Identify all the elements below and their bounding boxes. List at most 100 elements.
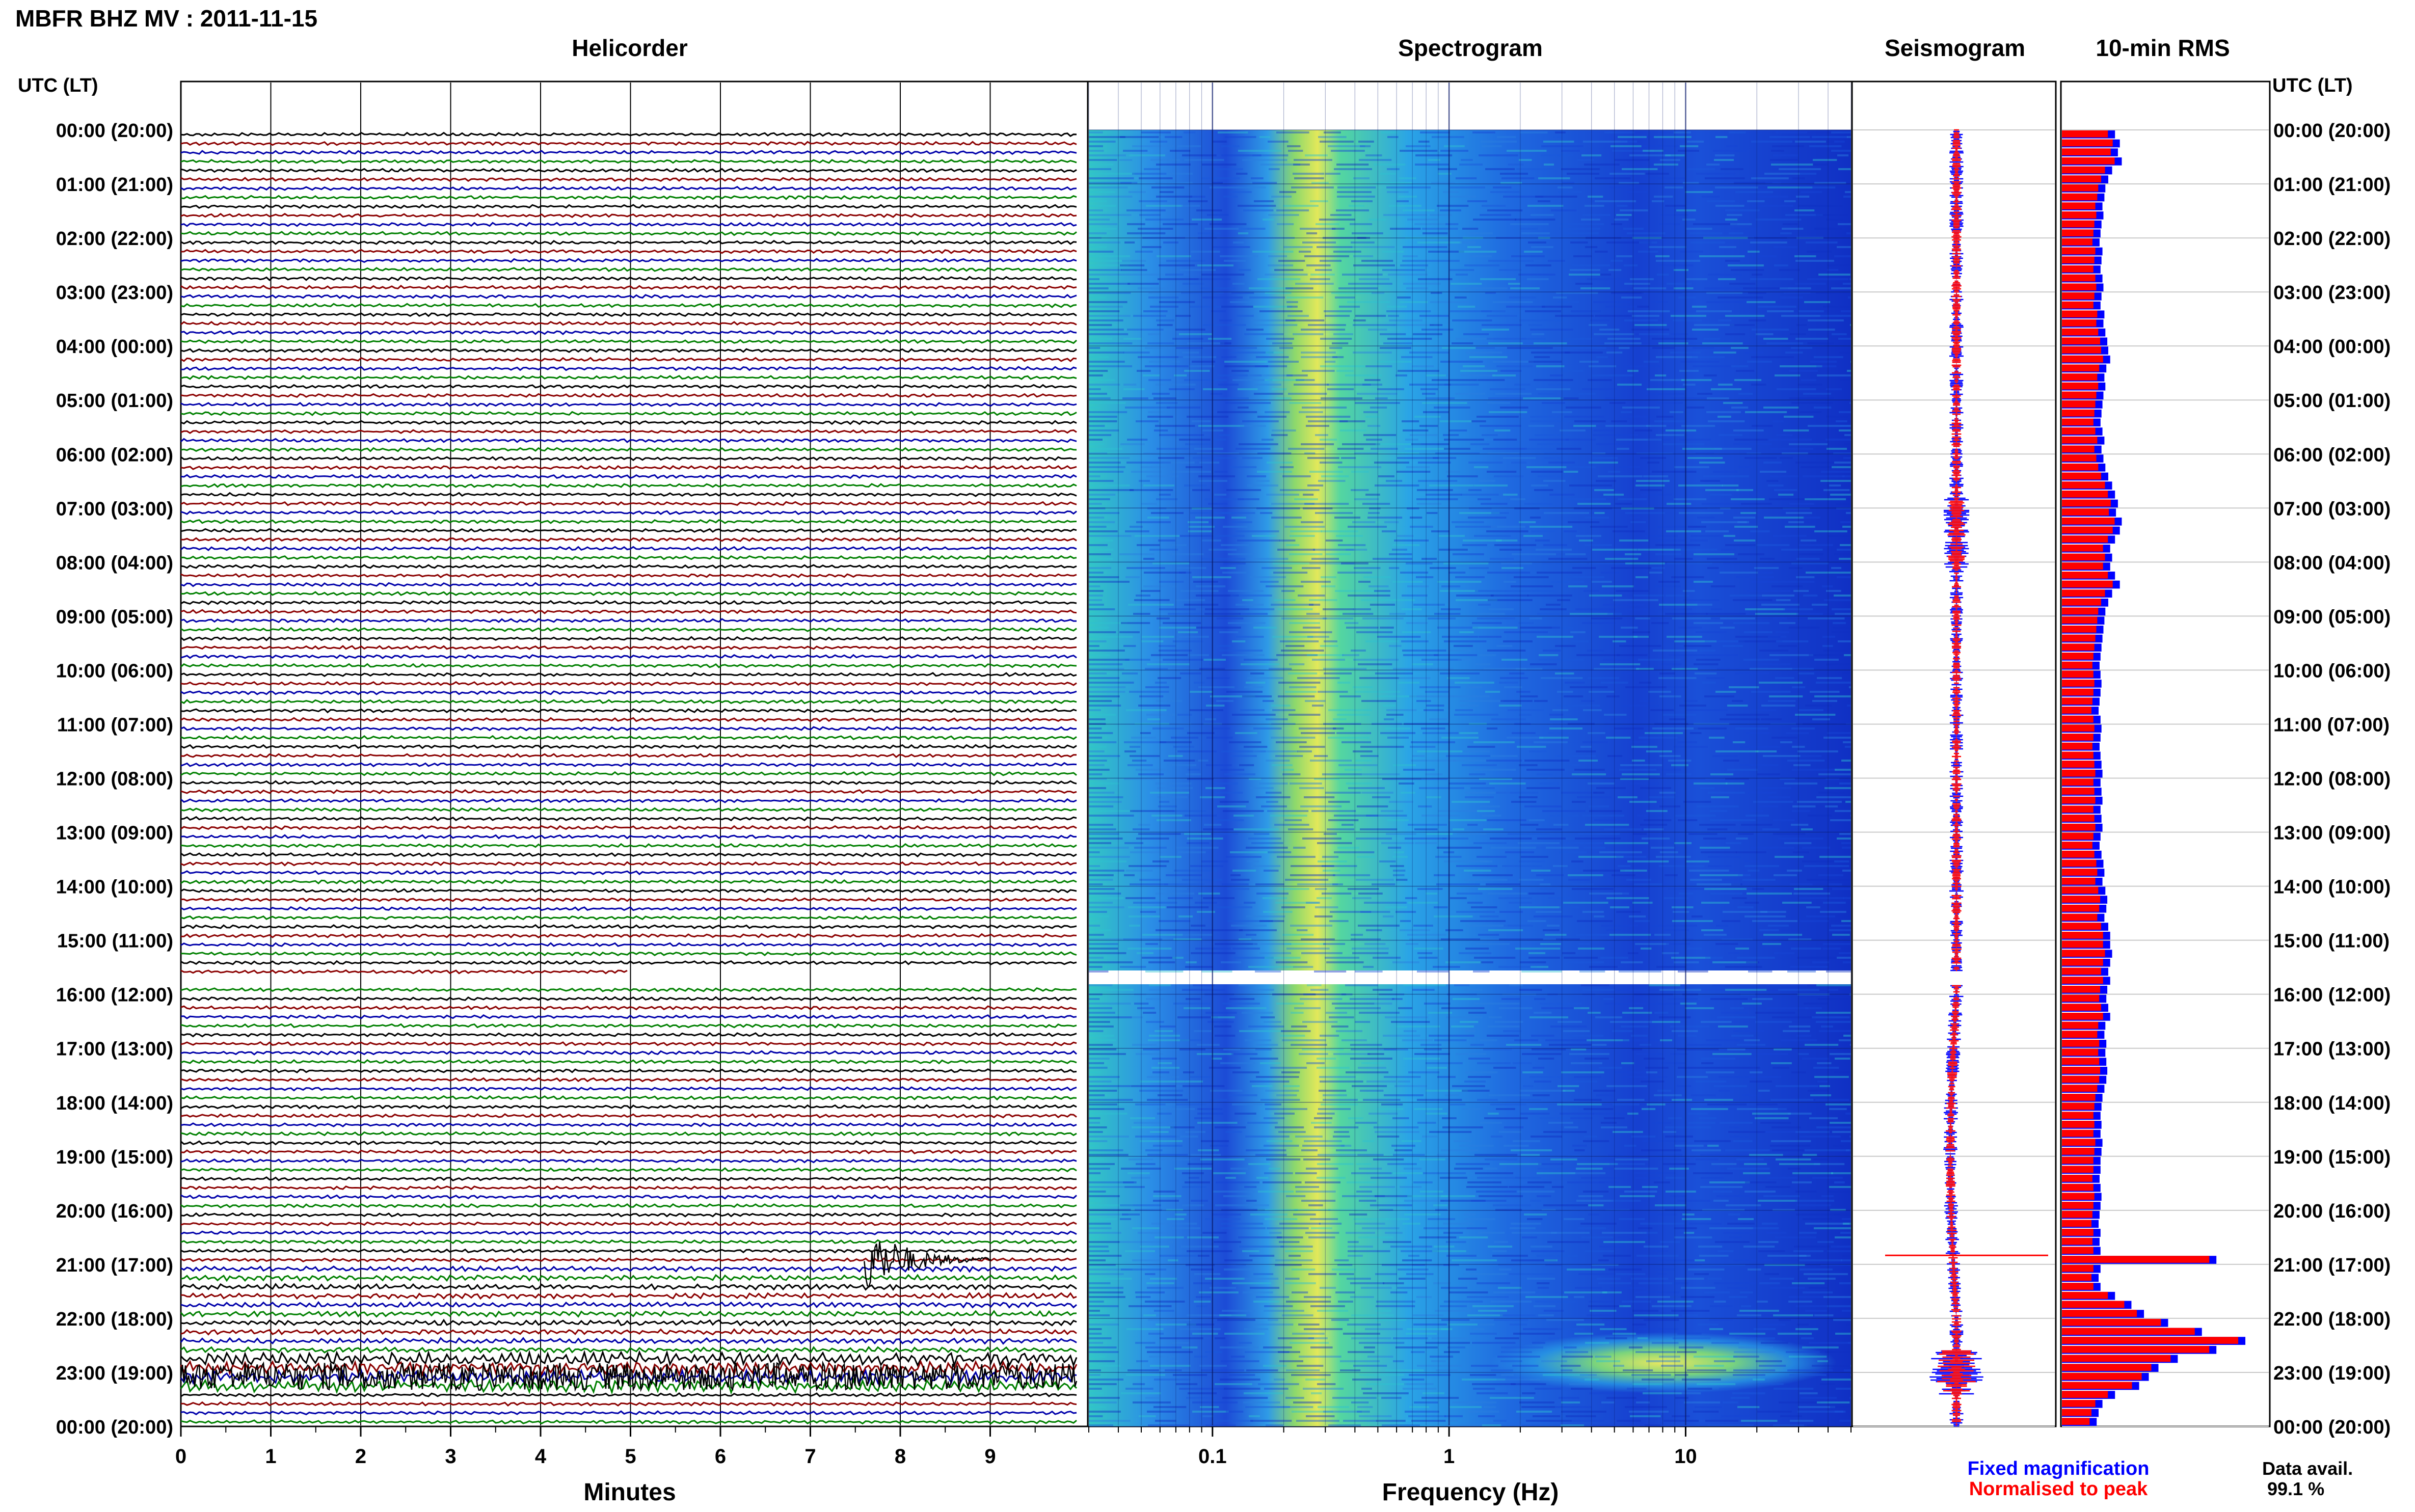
hour-label-left: 00:00 (20:00)	[56, 1417, 173, 1438]
spectrogram-noise-cell	[1666, 773, 1691, 775]
spectrogram-noise-cell	[1374, 1126, 1418, 1128]
spectrogram-noise-cell	[1630, 1415, 1661, 1417]
spectrogram-noise-cell	[1734, 1351, 1775, 1353]
spectrogram-noise-cell	[1533, 1094, 1550, 1096]
spectrogram-noise-cell	[1214, 1025, 1231, 1028]
spectrogram-noise-cell	[1837, 1048, 1851, 1050]
spectrogram-noise-cell	[1519, 590, 1555, 592]
spectrogram-noise-cell	[1266, 760, 1290, 762]
spectrogram-noise-cell	[1464, 1213, 1476, 1216]
spectrogram-noise-cell	[1089, 1035, 1114, 1037]
spectrogram-noise-cell	[1555, 645, 1576, 647]
spectrogram-noise-cell	[1530, 617, 1542, 619]
spectrogram-noise-cell	[1230, 191, 1252, 193]
spectrogram-noise-cell	[1581, 1236, 1613, 1238]
spectrogram-noise-cell	[1434, 654, 1477, 656]
spectrogram-noise-cell	[1089, 902, 1113, 904]
spectrogram-noise-cell	[1196, 627, 1241, 629]
spectrogram-noise-cell	[1645, 732, 1683, 734]
spectrogram-noise-cell	[1498, 897, 1532, 899]
spectrogram-noise-cell	[1718, 296, 1763, 299]
spectrogram-noise-cell	[1145, 365, 1189, 367]
spectrogram-noise-cell	[1168, 897, 1193, 899]
spectrogram-noise-cell	[1845, 191, 1851, 193]
spectrogram-noise-cell	[1759, 929, 1779, 931]
spectrogram-noise-cell	[1520, 695, 1538, 697]
spectrogram-noise-cell	[1279, 347, 1293, 349]
spectrogram-noise-cell	[1573, 425, 1596, 427]
spectrogram-noise-cell	[1588, 732, 1605, 734]
spectrogram-noise-cell	[1289, 686, 1317, 688]
spectrogram-noise-cell	[1125, 659, 1150, 661]
spectrogram-noise-cell	[1278, 608, 1313, 610]
spectrogram-noise-cell	[1390, 865, 1404, 867]
spectrogram-noise-cell	[1709, 1328, 1723, 1330]
spectrogram-noise-cell	[1089, 1324, 1119, 1326]
spectrogram-noise-cell	[1214, 1241, 1241, 1243]
spectrogram-noise-cell	[1548, 1337, 1559, 1339]
rms-bar-normalised	[2062, 1049, 2098, 1056]
spectrogram-noise-cell	[1357, 805, 1388, 807]
rms-bar-normalised	[2062, 1094, 2096, 1101]
spectrogram-noise-cell	[1222, 1003, 1260, 1005]
spectrogram-noise-cell	[1336, 209, 1369, 211]
spectrogram-noise-cell	[1324, 672, 1352, 674]
spectrogram-noise-cell	[1738, 1346, 1773, 1348]
spectrogram-noise-cell	[1655, 539, 1685, 542]
spectrogram-noise-cell	[1809, 1342, 1851, 1344]
spectrogram-noise-cell	[1485, 1168, 1497, 1170]
spectrogram-noise-cell	[1728, 952, 1739, 954]
spectrogram-noise-cell	[1838, 168, 1851, 170]
spectrogram-noise-cell	[1133, 613, 1150, 615]
spectrogram-noise-cell	[1802, 860, 1840, 862]
spectrogram-noise-cell	[1361, 1062, 1384, 1064]
spectrogram-noise-cell	[1558, 1021, 1582, 1023]
spectrogram-noise-cell	[1264, 1021, 1281, 1023]
spectrogram-noise-cell	[1416, 498, 1458, 500]
spectrogram-noise-cell	[1193, 457, 1237, 459]
spectrogram-noise-cell	[1459, 1236, 1488, 1238]
spectrogram-noise-cell	[1619, 466, 1640, 468]
spectrogram-noise-cell	[1372, 883, 1395, 885]
spectrogram-noise-cell	[1702, 682, 1716, 684]
spectrogram-noise-cell	[1454, 645, 1473, 647]
spectrogram-noise-cell	[1492, 374, 1516, 376]
spectrogram-noise-cell	[1703, 838, 1726, 840]
spectrogram-noise-cell	[1636, 1401, 1650, 1403]
spectrogram-noise-cell	[1089, 668, 1124, 670]
spectrogram-noise-cell	[1574, 1333, 1593, 1335]
spectrogram-noise-cell	[1417, 1122, 1436, 1124]
spectrogram-noise-cell	[1652, 1021, 1680, 1023]
spectrogram-noise-cell	[1562, 952, 1575, 954]
spectrogram-noise-cell	[1386, 714, 1404, 716]
spectrogram-noise-cell	[1512, 1232, 1557, 1234]
spectrogram-noise-cell	[1089, 1360, 1115, 1362]
spectrogram-noise-cell	[1188, 521, 1209, 523]
spectrogram-noise-cell	[1661, 1365, 1683, 1367]
spectrogram-noise-cell	[1089, 526, 1107, 528]
spectrogram-noise-cell	[1843, 283, 1851, 285]
spectrogram-noise-cell	[1489, 1016, 1502, 1018]
spectrogram-noise-cell	[1163, 622, 1201, 624]
spectrogram-noise-cell	[1760, 471, 1786, 473]
spectrogram-noise-cell	[1126, 154, 1165, 156]
spectrogram-noise-cell	[1238, 407, 1249, 409]
rms-bar-normalised	[2062, 1400, 2096, 1407]
spectrogram-noise-cell	[1221, 961, 1241, 963]
spectrogram-noise-cell	[1726, 714, 1769, 716]
spectrogram-noise-cell	[1548, 384, 1572, 386]
spectrogram-noise-cell	[1129, 925, 1140, 927]
spectrogram-noise-cell	[1511, 255, 1545, 257]
spectrogram-noise-cell	[1819, 856, 1851, 858]
spectrogram-noise-cell	[1565, 352, 1603, 354]
spectrogram-noise-cell	[1089, 287, 1109, 289]
spectrogram-noise-cell	[1805, 1310, 1827, 1312]
spectrogram-noise-cell	[1350, 223, 1372, 225]
spectrogram-noise-cell	[1523, 1085, 1533, 1087]
spectrogram-noise-cell	[1278, 682, 1320, 684]
spectrogram-noise-cell	[1431, 668, 1454, 670]
spectrogram-noise-cell	[1387, 338, 1432, 340]
spectrogram-noise-cell	[1555, 755, 1596, 757]
spectrogram-noise-cell	[1089, 833, 1119, 835]
spectrogram-noise-cell	[1609, 934, 1651, 936]
